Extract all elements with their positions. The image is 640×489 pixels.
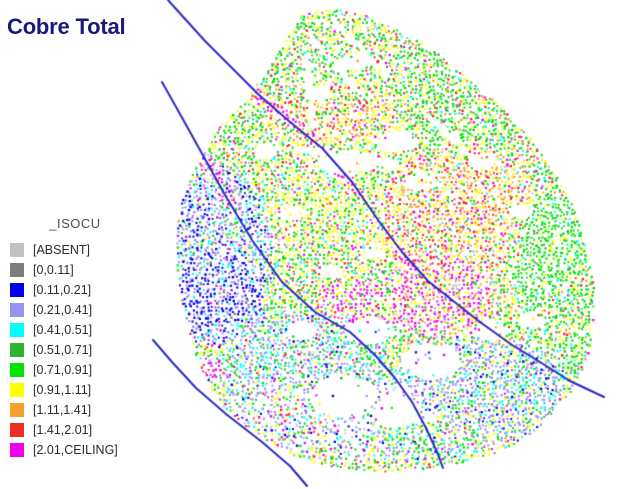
legend-item-label: [0.11,0.21] xyxy=(33,283,92,297)
legend-item: [0.21,0.41] xyxy=(10,303,150,317)
legend-item-label: [0.91,1.11] xyxy=(33,383,92,397)
legend-rows: [ABSENT] [0,0.11] [0.11,0.21] [0.21,0.41… xyxy=(10,243,150,457)
legend-item: [0.41,0.51] xyxy=(10,323,150,337)
legend-item: [0.71,0.91] xyxy=(10,363,150,377)
legend-title: _ISOCU xyxy=(49,216,101,231)
legend-item-label: [0.21,0.41] xyxy=(33,303,93,317)
legend-color-swatch xyxy=(10,443,24,457)
legend-item-label: [2.01,CEILING] xyxy=(33,443,118,457)
legend-color-swatch xyxy=(10,343,24,357)
legend-item-label: [0.71,0.91] xyxy=(33,363,93,377)
legend-item-label: [1.41,2.01] xyxy=(33,423,93,437)
legend-item-label: [1.11,1.41] xyxy=(33,403,92,417)
legend-color-swatch xyxy=(10,283,24,297)
legend-color-swatch xyxy=(10,303,24,317)
legend-item: [2.01,CEILING] xyxy=(10,443,150,457)
legend-item: [0.11,0.21] xyxy=(10,283,150,297)
legend-item: [0,0.11] xyxy=(10,263,150,277)
legend-color-swatch xyxy=(10,383,24,397)
legend-item-label: [ABSENT] xyxy=(33,243,90,257)
legend-item: [0.51,0.71] xyxy=(10,343,150,357)
legend-item: [1.11,1.41] xyxy=(10,403,150,417)
legend-color-swatch xyxy=(10,403,24,417)
legend-color-swatch xyxy=(10,263,24,277)
legend-item: [0.91,1.11] xyxy=(10,383,150,397)
legend-color-swatch xyxy=(10,323,24,337)
legend-color-swatch xyxy=(10,363,24,377)
legend-item: [1.41,2.01] xyxy=(10,423,150,437)
legend-item-label: [0.41,0.51] xyxy=(33,323,93,337)
legend-item: [ABSENT] xyxy=(10,243,150,257)
legend-item-label: [0.51,0.71] xyxy=(33,343,93,357)
legend-color-swatch xyxy=(10,423,24,437)
legend-item-label: [0,0.11] xyxy=(33,263,74,277)
legend-color-swatch xyxy=(10,243,24,257)
legend: _ISOCU [ABSENT] [0,0.11] [0.11,0.21] [0.… xyxy=(10,216,150,457)
